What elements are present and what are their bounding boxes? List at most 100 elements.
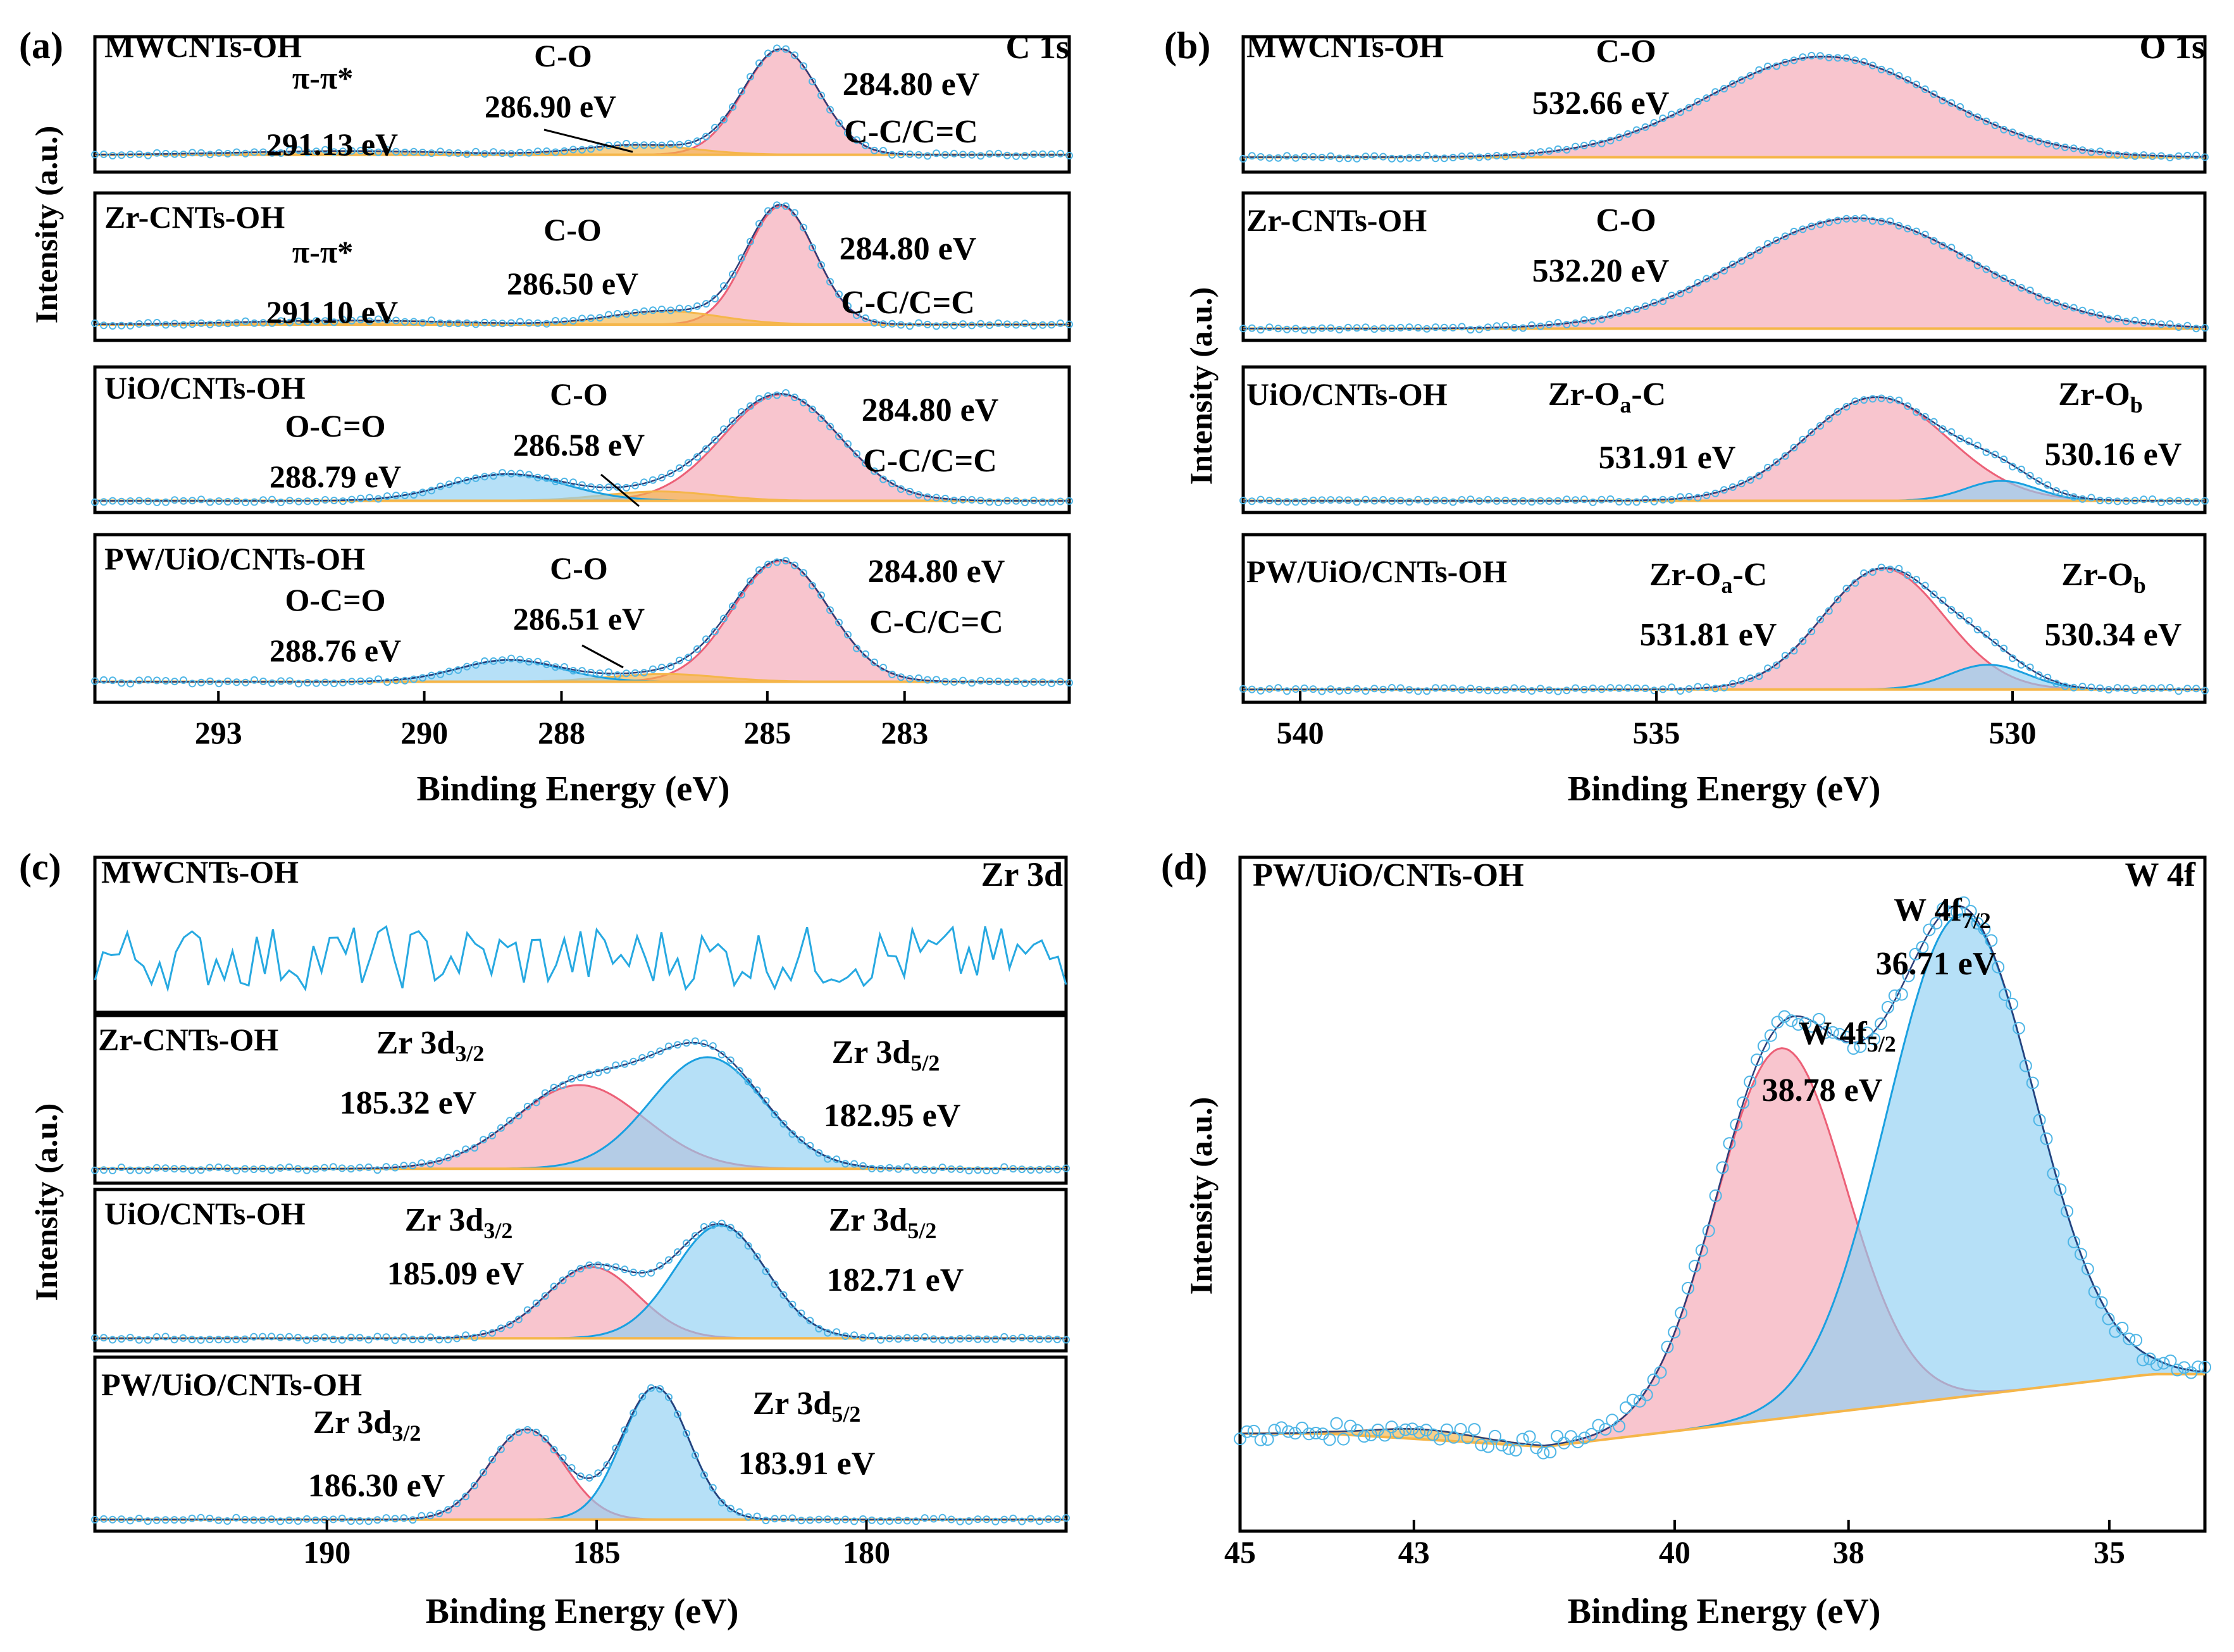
data-point [1065, 151, 1073, 159]
x-tick-label-180: 180 [843, 1534, 890, 1570]
data-point [2122, 151, 2130, 159]
data-point [612, 1444, 620, 1452]
data-point [259, 677, 267, 685]
data-point [1937, 902, 1950, 916]
data-point [956, 1165, 964, 1173]
subplot-frame [93, 1014, 1068, 1185]
data-point [1021, 680, 1029, 687]
data-point [534, 473, 542, 481]
data-point [1545, 147, 1553, 155]
data-point [924, 493, 931, 501]
data-point [1790, 647, 1798, 655]
data-point [1449, 323, 1457, 332]
data-point [771, 1280, 779, 1288]
data-point [700, 1471, 708, 1479]
data-point [1991, 638, 1999, 647]
data-point [1694, 494, 1702, 502]
x-tick-label-293: 293 [195, 715, 242, 750]
subplot-frame [93, 365, 1071, 514]
data-point [1283, 498, 1291, 506]
data-point [587, 145, 595, 153]
data-point [330, 148, 338, 156]
panel-c-label: (c) [19, 846, 61, 888]
data-point [1916, 941, 1929, 954]
data-point [850, 1331, 859, 1339]
data-point [735, 1231, 743, 1239]
data-point [1808, 428, 1816, 437]
data-point [364, 1336, 373, 1344]
data-point [2087, 683, 2095, 692]
data-point [612, 1061, 620, 1069]
data-point [117, 1515, 125, 1524]
data-point [1432, 323, 1439, 332]
data-point [100, 498, 108, 506]
data-point [1640, 1388, 1653, 1401]
data-point [1327, 685, 1335, 693]
data-point [188, 1336, 196, 1344]
data-point [364, 1163, 373, 1171]
data-point [1065, 497, 1073, 505]
data-point [268, 1166, 276, 1174]
data-point [108, 1515, 116, 1524]
data-point [1261, 1433, 1274, 1446]
data-point [1283, 687, 1291, 695]
data-point [2017, 465, 2025, 473]
data-point [1353, 685, 1361, 693]
data-point [587, 314, 595, 322]
data-point [824, 1329, 832, 1337]
data-point [885, 1517, 893, 1525]
data-point [2166, 683, 2174, 692]
data-point [392, 316, 400, 325]
data-point [773, 201, 781, 209]
data-point [295, 680, 302, 688]
data-point [956, 1335, 964, 1343]
data-point [2017, 283, 2025, 292]
data-point [1860, 58, 1868, 66]
data-point [569, 317, 577, 325]
data-point [1860, 569, 1868, 577]
subplot-frame [1238, 855, 2207, 1533]
data-point [2087, 148, 2095, 156]
data-point [1668, 683, 1676, 692]
data-point [471, 1144, 478, 1152]
data-point [1868, 395, 1877, 403]
data-point [853, 311, 860, 320]
data-point [1650, 119, 1658, 127]
data-point [1819, 1026, 1832, 1039]
data-point [841, 1160, 850, 1168]
data-point [950, 149, 958, 158]
data-point [1502, 1442, 1515, 1455]
data-point [1248, 685, 1256, 693]
data-point [1461, 1431, 1474, 1444]
data-point [1676, 493, 1684, 501]
data-point [658, 306, 666, 313]
data-point [1274, 325, 1282, 333]
data-point [419, 149, 426, 156]
data-point [1563, 686, 1571, 695]
data-point [1036, 1517, 1044, 1525]
data-point [550, 1083, 558, 1091]
d-w52-energy: 38.78 eV [1762, 1072, 1883, 1109]
data-point [1239, 154, 1247, 163]
subplot-4 [1239, 533, 2209, 704]
data-point [2183, 321, 2192, 330]
data-point [569, 478, 577, 487]
data-point [1944, 905, 1956, 919]
data-point [171, 496, 178, 504]
a-s4-occo-energy: 288.76 eV [270, 633, 401, 668]
data-point [1703, 275, 1711, 283]
data-point [409, 1162, 417, 1170]
data-point [968, 321, 976, 330]
data-point [348, 316, 356, 325]
data-point [152, 1164, 161, 1172]
data-point [268, 679, 276, 687]
data-point [753, 1253, 761, 1261]
data-point [2026, 663, 2034, 671]
data-point [162, 321, 170, 329]
data-point [1703, 491, 1711, 499]
data-point [356, 1517, 364, 1525]
data-point [1764, 240, 1772, 248]
data-point [1676, 289, 1684, 297]
data-point [488, 1455, 496, 1463]
data-point [755, 59, 763, 67]
